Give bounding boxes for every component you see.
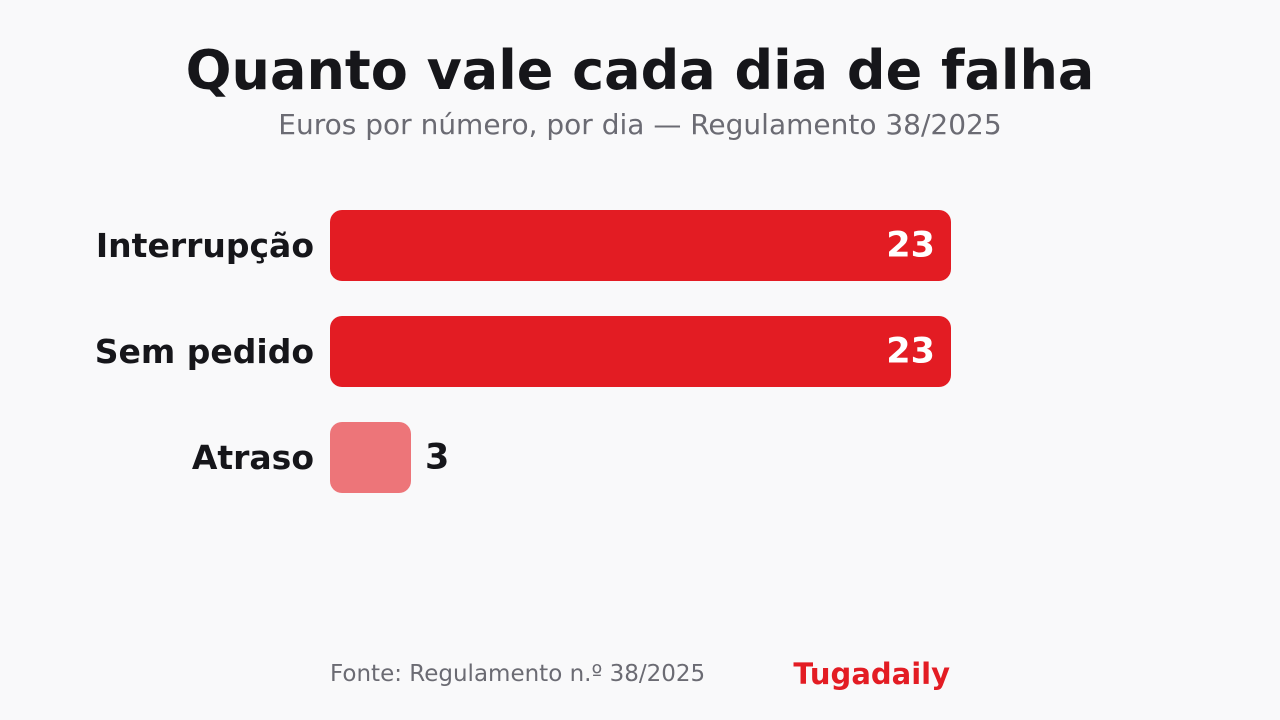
bar (330, 422, 411, 493)
brand-logo-text: Tugadaily (793, 657, 950, 691)
category-label: Atraso (192, 438, 314, 477)
category-label: Interrupção (96, 226, 314, 265)
category-label: Sem pedido (95, 332, 314, 371)
bar-group: Interrupção 23 (96, 210, 951, 281)
chart-title: Quanto vale cada dia de falha (185, 39, 1095, 102)
chart-subtitle: Euros por número, por dia — Regulamento … (278, 108, 1002, 141)
source-note: Fonte: Regulamento n.º 38/2025 (330, 661, 706, 687)
bar (330, 210, 951, 281)
bar-group: Sem pedido 23 (95, 316, 951, 387)
bar-group: Atraso 3 (192, 422, 449, 493)
bar-value-label: 3 (425, 438, 449, 478)
bar-value-label: 23 (886, 226, 935, 266)
bar (330, 316, 951, 387)
bar-value-label: 23 (886, 332, 935, 372)
